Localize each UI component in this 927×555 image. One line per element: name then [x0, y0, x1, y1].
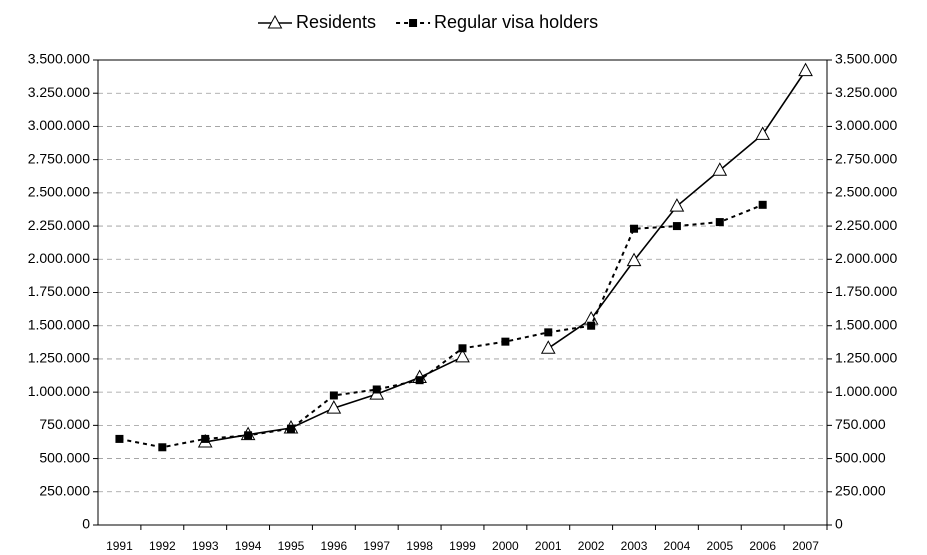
point: [758, 200, 767, 209]
x-tick-label: 2004: [664, 539, 691, 553]
point: [329, 391, 338, 400]
y2-tick-label: 750.000: [835, 416, 886, 432]
point: [244, 431, 253, 440]
x-tick-label: 2001: [535, 539, 562, 553]
y2-tick-label: 2.250.000: [835, 217, 897, 233]
y-tick-label: 3.000.000: [28, 117, 90, 133]
y2-tick-label: 2.500.000: [835, 184, 897, 200]
y-tick-label: 2.750.000: [28, 150, 90, 166]
x-tick-label: 2002: [578, 539, 605, 553]
plot-frame: [97, 59, 828, 526]
x-tick-label: 2000: [492, 539, 519, 553]
point: [458, 344, 467, 353]
y2-tick-label: 1.750.000: [835, 283, 897, 299]
legend-label: Regular visa holders: [434, 12, 598, 32]
point: [587, 321, 596, 330]
point: [501, 337, 510, 346]
x-tick-label: 1991: [106, 539, 133, 553]
y-tick-label: 2.000.000: [28, 250, 90, 266]
point: [115, 434, 124, 443]
x-tick-label: 2007: [792, 539, 819, 553]
y-tick-label: 500.000: [39, 449, 90, 465]
x-tick-label: 1993: [192, 539, 219, 553]
point: [415, 376, 424, 385]
point: [286, 424, 295, 433]
x-tick-label: 1997: [363, 539, 390, 553]
point: [372, 385, 381, 394]
y-tick-label: 3.250.000: [28, 84, 90, 100]
point: [669, 198, 685, 212]
x-tick-label: 2005: [706, 539, 733, 553]
y-tick-label: 1.000.000: [28, 383, 90, 399]
legend-marker: [409, 19, 418, 27]
x-tick-label: 1995: [278, 539, 305, 553]
y-tick-label: 0: [82, 516, 90, 532]
y-tick-label: 250.000: [39, 482, 90, 498]
point: [715, 218, 724, 227]
y-tick-label: 750.000: [39, 416, 90, 432]
y-tick-label: 1.500.000: [28, 316, 90, 332]
y2-tick-label: 2.000.000: [835, 250, 897, 266]
y-tick-label: 2.500.000: [28, 184, 90, 200]
point: [455, 348, 470, 363]
y-tick-label: 2.250.000: [28, 217, 90, 233]
y2-tick-label: 3.000.000: [835, 117, 897, 133]
point: [544, 328, 553, 337]
y2-tick-label: 2.750.000: [835, 150, 897, 166]
legend-label: Residents: [296, 12, 376, 32]
y-tick-label: 1.750.000: [28, 283, 90, 299]
point: [755, 126, 771, 140]
point: [326, 400, 342, 414]
point: [630, 224, 639, 233]
y2-tick-label: 1.500.000: [835, 316, 897, 332]
point: [201, 434, 210, 443]
point: [672, 222, 681, 231]
x-tick-label: 1999: [449, 539, 476, 553]
y2-tick-label: 500.000: [835, 449, 886, 465]
point: [158, 443, 167, 452]
x-tick-label: 1994: [235, 539, 262, 553]
point: [712, 162, 728, 176]
y2-tick-label: 250.000: [835, 482, 886, 498]
point: [798, 62, 813, 77]
y2-tick-label: 1.000.000: [835, 383, 897, 399]
y-tick-label: 3.500.000: [28, 51, 90, 67]
y2-tick-label: 3.500.000: [835, 51, 897, 67]
point: [540, 340, 556, 354]
x-tick-label: 1998: [406, 539, 433, 553]
legend-marker: [267, 14, 283, 29]
x-tick-label: 2006: [749, 539, 776, 553]
x-tick-label: 2003: [621, 539, 648, 553]
y2-tick-label: 0: [835, 516, 843, 532]
point: [626, 252, 642, 267]
y2-tick-label: 1.250.000: [835, 350, 897, 366]
x-tick-label: 1992: [149, 539, 176, 553]
x-tick-label: 1996: [321, 539, 348, 553]
series-line: [119, 203, 764, 449]
y2-tick-label: 3.250.000: [835, 84, 897, 100]
y-tick-label: 1.250.000: [28, 350, 90, 366]
